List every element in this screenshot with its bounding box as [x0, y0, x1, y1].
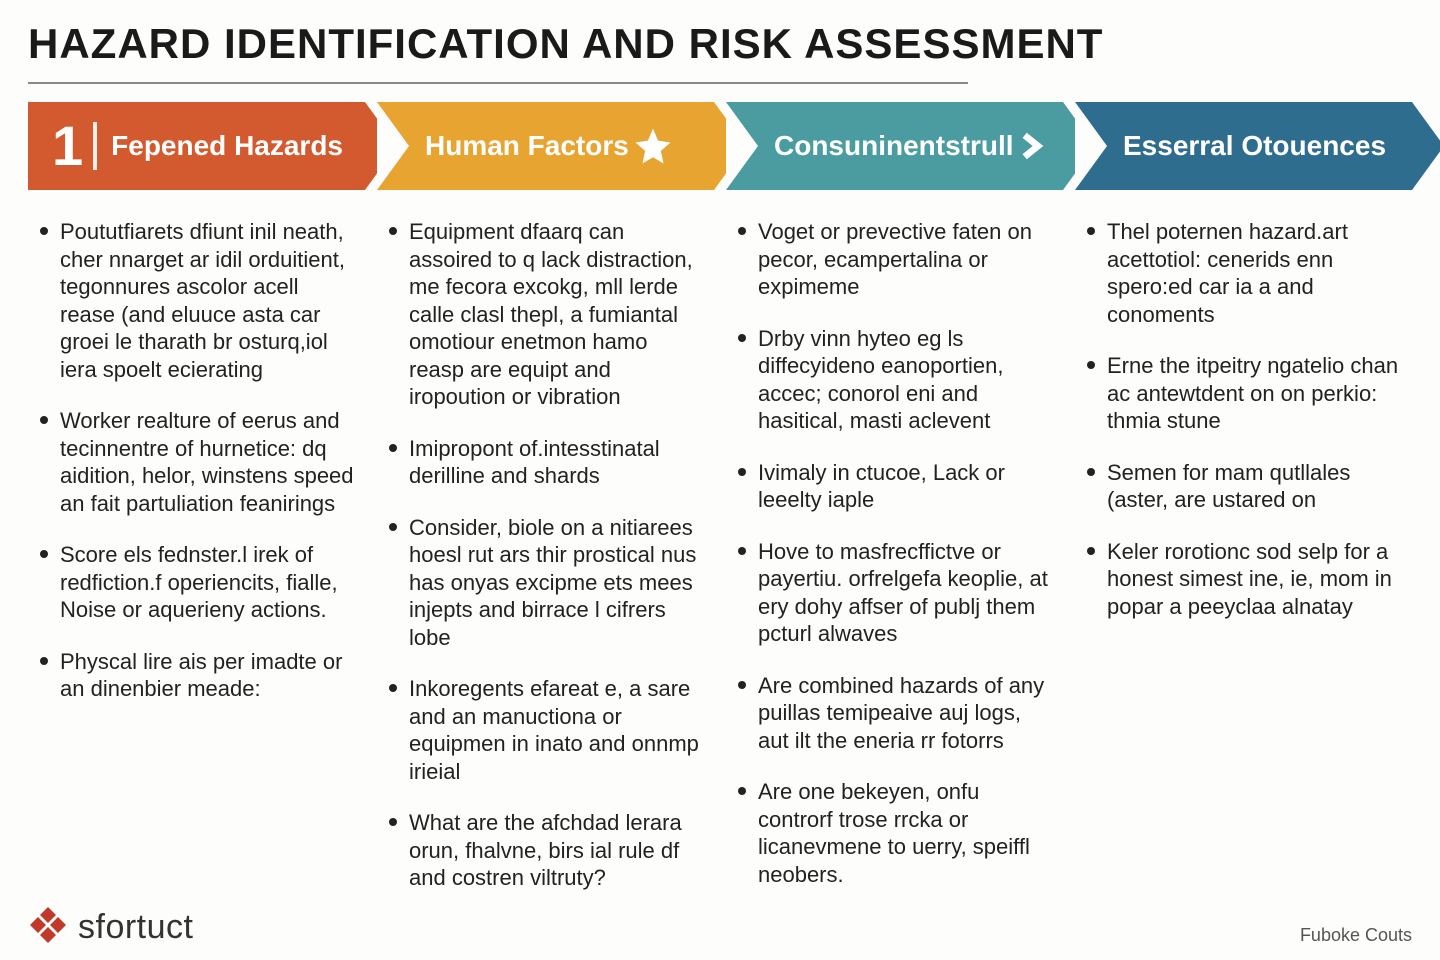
bullet-item: Drby vinn hyteo eg ls diffecyideno eanop…: [730, 325, 1057, 435]
bullet-list: Thel poternen hazard.art acettotiol: cen…: [1075, 218, 1412, 620]
bullet-item: Equipment dfaarq can assoired to q lack …: [381, 218, 708, 411]
chevron-right-icon: [1014, 130, 1046, 162]
column-header-label: Consuninentstrull: [774, 130, 1014, 162]
footer-left: sfortuct: [28, 905, 193, 950]
bullet-item: Worker realture of eerus and tecinnentre…: [32, 407, 359, 517]
column-number: 1: [52, 118, 97, 174]
page-title: HAZARD IDENTIFICATION AND RISK ASSESSMEN…: [28, 20, 1412, 82]
column-header: Esserral Otouences: [1075, 102, 1412, 190]
brand-logo-icon: [28, 905, 68, 950]
bullet-item: Semen for mam qutllales (aster, are usta…: [1079, 459, 1406, 514]
bullet-list: Poututfiarets dfiunt inil neath, cher nn…: [28, 218, 365, 703]
footer-right-text: Fuboke Couts: [1300, 925, 1412, 946]
column: Esserral Otouences Thel poternen hazard.a…: [1075, 102, 1412, 916]
column-header: Human Factors: [377, 102, 714, 190]
bullet-item: Thel poternen hazard.art acettotiol: cen…: [1079, 218, 1406, 328]
column: Human Factors Equipment dfaarq can assoir…: [377, 102, 726, 916]
column: Consuninentstrull Voget or prevective fat…: [726, 102, 1075, 916]
title-underline: [28, 82, 968, 84]
bullet-item: Voget or prevective faten on pecor, ecam…: [730, 218, 1057, 301]
bullet-item: Imipropont of.intesstinatal derilline an…: [381, 435, 708, 490]
bullet-list: Voget or prevective faten on pecor, ecam…: [726, 218, 1063, 888]
bullet-item: Erne the itpeitry ngatelio chan ac antew…: [1079, 352, 1406, 435]
column-header: 1 Fepened Hazards: [28, 102, 365, 190]
bullet-item: Inkoregents efareat e, a sare and an man…: [381, 675, 708, 785]
brand-name: sfortuct: [78, 908, 193, 947]
bullet-item: Score els fednster.l irek of redfiction.…: [32, 541, 359, 624]
column-header-label: Esserral Otouences: [1123, 130, 1386, 162]
bullet-item: What are the afchdad lerara orun, fhalvn…: [381, 809, 708, 892]
column-header: Consuninentstrull: [726, 102, 1063, 190]
star-icon: [632, 125, 674, 167]
bullet-item: Poututfiarets dfiunt inil neath, cher nn…: [32, 218, 359, 383]
column-header-label: Fepened Hazards: [111, 130, 343, 162]
bullet-item: Physcal lire ais per imadte or an dinenb…: [32, 648, 359, 703]
column-header-label: Human Factors: [425, 130, 629, 162]
bullet-item: Consider, biole on a nitiarees hoesl rut…: [381, 514, 708, 652]
column: 1 Fepened Hazards Poututfiarets dfiunt ini…: [28, 102, 377, 916]
bullet-item: Hove to masfrecffictve or payertiu. orfr…: [730, 538, 1057, 648]
bullet-list: Equipment dfaarq can assoired to q lack …: [377, 218, 714, 892]
bullet-item: Are one bekeyen, onfu controrf trose rrc…: [730, 778, 1057, 888]
bullet-item: Are combined hazards of any puillas temi…: [730, 672, 1057, 755]
bullet-item: Keler rorotionc sod selp for a honest si…: [1079, 538, 1406, 621]
bullet-item: Ivimaly in ctucoe, Lack or leeelty iaple: [730, 459, 1057, 514]
columns-container: 1 Fepened Hazards Poututfiarets dfiunt ini…: [28, 102, 1412, 916]
